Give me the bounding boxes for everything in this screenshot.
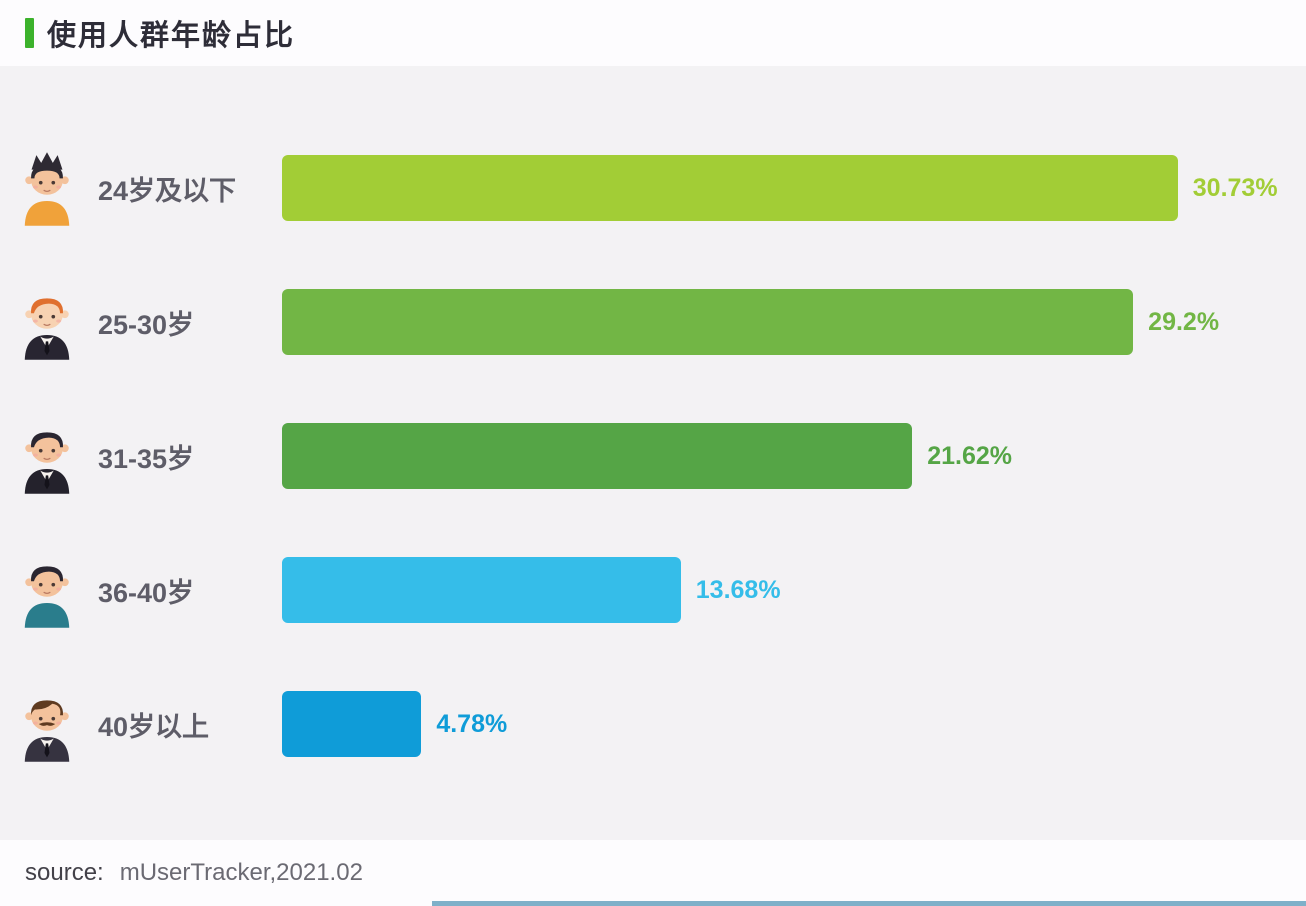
bar-under-24 <box>282 155 1178 221</box>
bar-track: 30.73% <box>282 155 1306 221</box>
category-label: 40岁以上 <box>98 711 210 742</box>
chart-row-36-40: 36-40岁 13.68% <box>0 523 1306 657</box>
bar-31-35 <box>282 423 913 489</box>
bar-track: 21.62% <box>282 423 1306 489</box>
chart-row-under-24: 24岁及以下 30.73% <box>0 121 1306 255</box>
chart-header: 使用人群年龄占比 <box>0 0 1306 66</box>
bar-track: 4.78% <box>282 691 1306 757</box>
bar-36-40 <box>282 557 681 623</box>
avatar-young-man-orange-shirt-icon <box>18 150 76 226</box>
chart-row-25-30: 25-30岁 29.2% <box>0 255 1306 389</box>
chart-row-31-35: 31-35岁 21.62% <box>0 389 1306 523</box>
source-value: mUserTracker,2021.02 <box>119 859 363 886</box>
bottom-divider <box>432 901 1306 906</box>
title-accent-bar <box>25 18 34 48</box>
chart-row-over-40: 40岁以上 4.78% <box>0 657 1306 791</box>
category-label: 25-30岁 <box>98 309 195 340</box>
bar-track: 13.68% <box>282 557 1306 623</box>
category-label: 36-40岁 <box>98 577 195 608</box>
bar-25-30 <box>282 289 1134 355</box>
bar-over-40 <box>282 691 422 757</box>
avatar-black-hair-suit-icon <box>18 418 76 494</box>
value-label: 29.2% <box>1148 307 1220 336</box>
chart-rows: 24岁及以下 30.73% 25-30岁 29.2% 31-35岁 21.62% 36-40… <box>0 121 1306 791</box>
avatar-mustache-suit-icon <box>18 686 76 762</box>
bar-chart: 24岁及以下 30.73% 25-30岁 29.2% 31-35岁 21.62% 36-40… <box>0 66 1306 840</box>
value-label: 4.78% <box>436 709 508 738</box>
source-label: source: <box>25 859 104 886</box>
avatar-orange-hair-suit-icon <box>18 284 76 360</box>
value-label: 13.68% <box>695 575 781 604</box>
category-label: 24岁及以下 <box>98 175 237 206</box>
source-footer: source: mUserTracker,2021.02 <box>0 840 1306 906</box>
category-label: 31-35岁 <box>98 443 195 474</box>
bar-track: 29.2% <box>282 289 1306 355</box>
chart-title: 使用人群年龄占比 <box>47 20 296 52</box>
value-label: 30.73% <box>1192 173 1278 202</box>
value-label: 21.62% <box>927 441 1013 470</box>
avatar-teal-shirt-icon <box>18 552 76 628</box>
